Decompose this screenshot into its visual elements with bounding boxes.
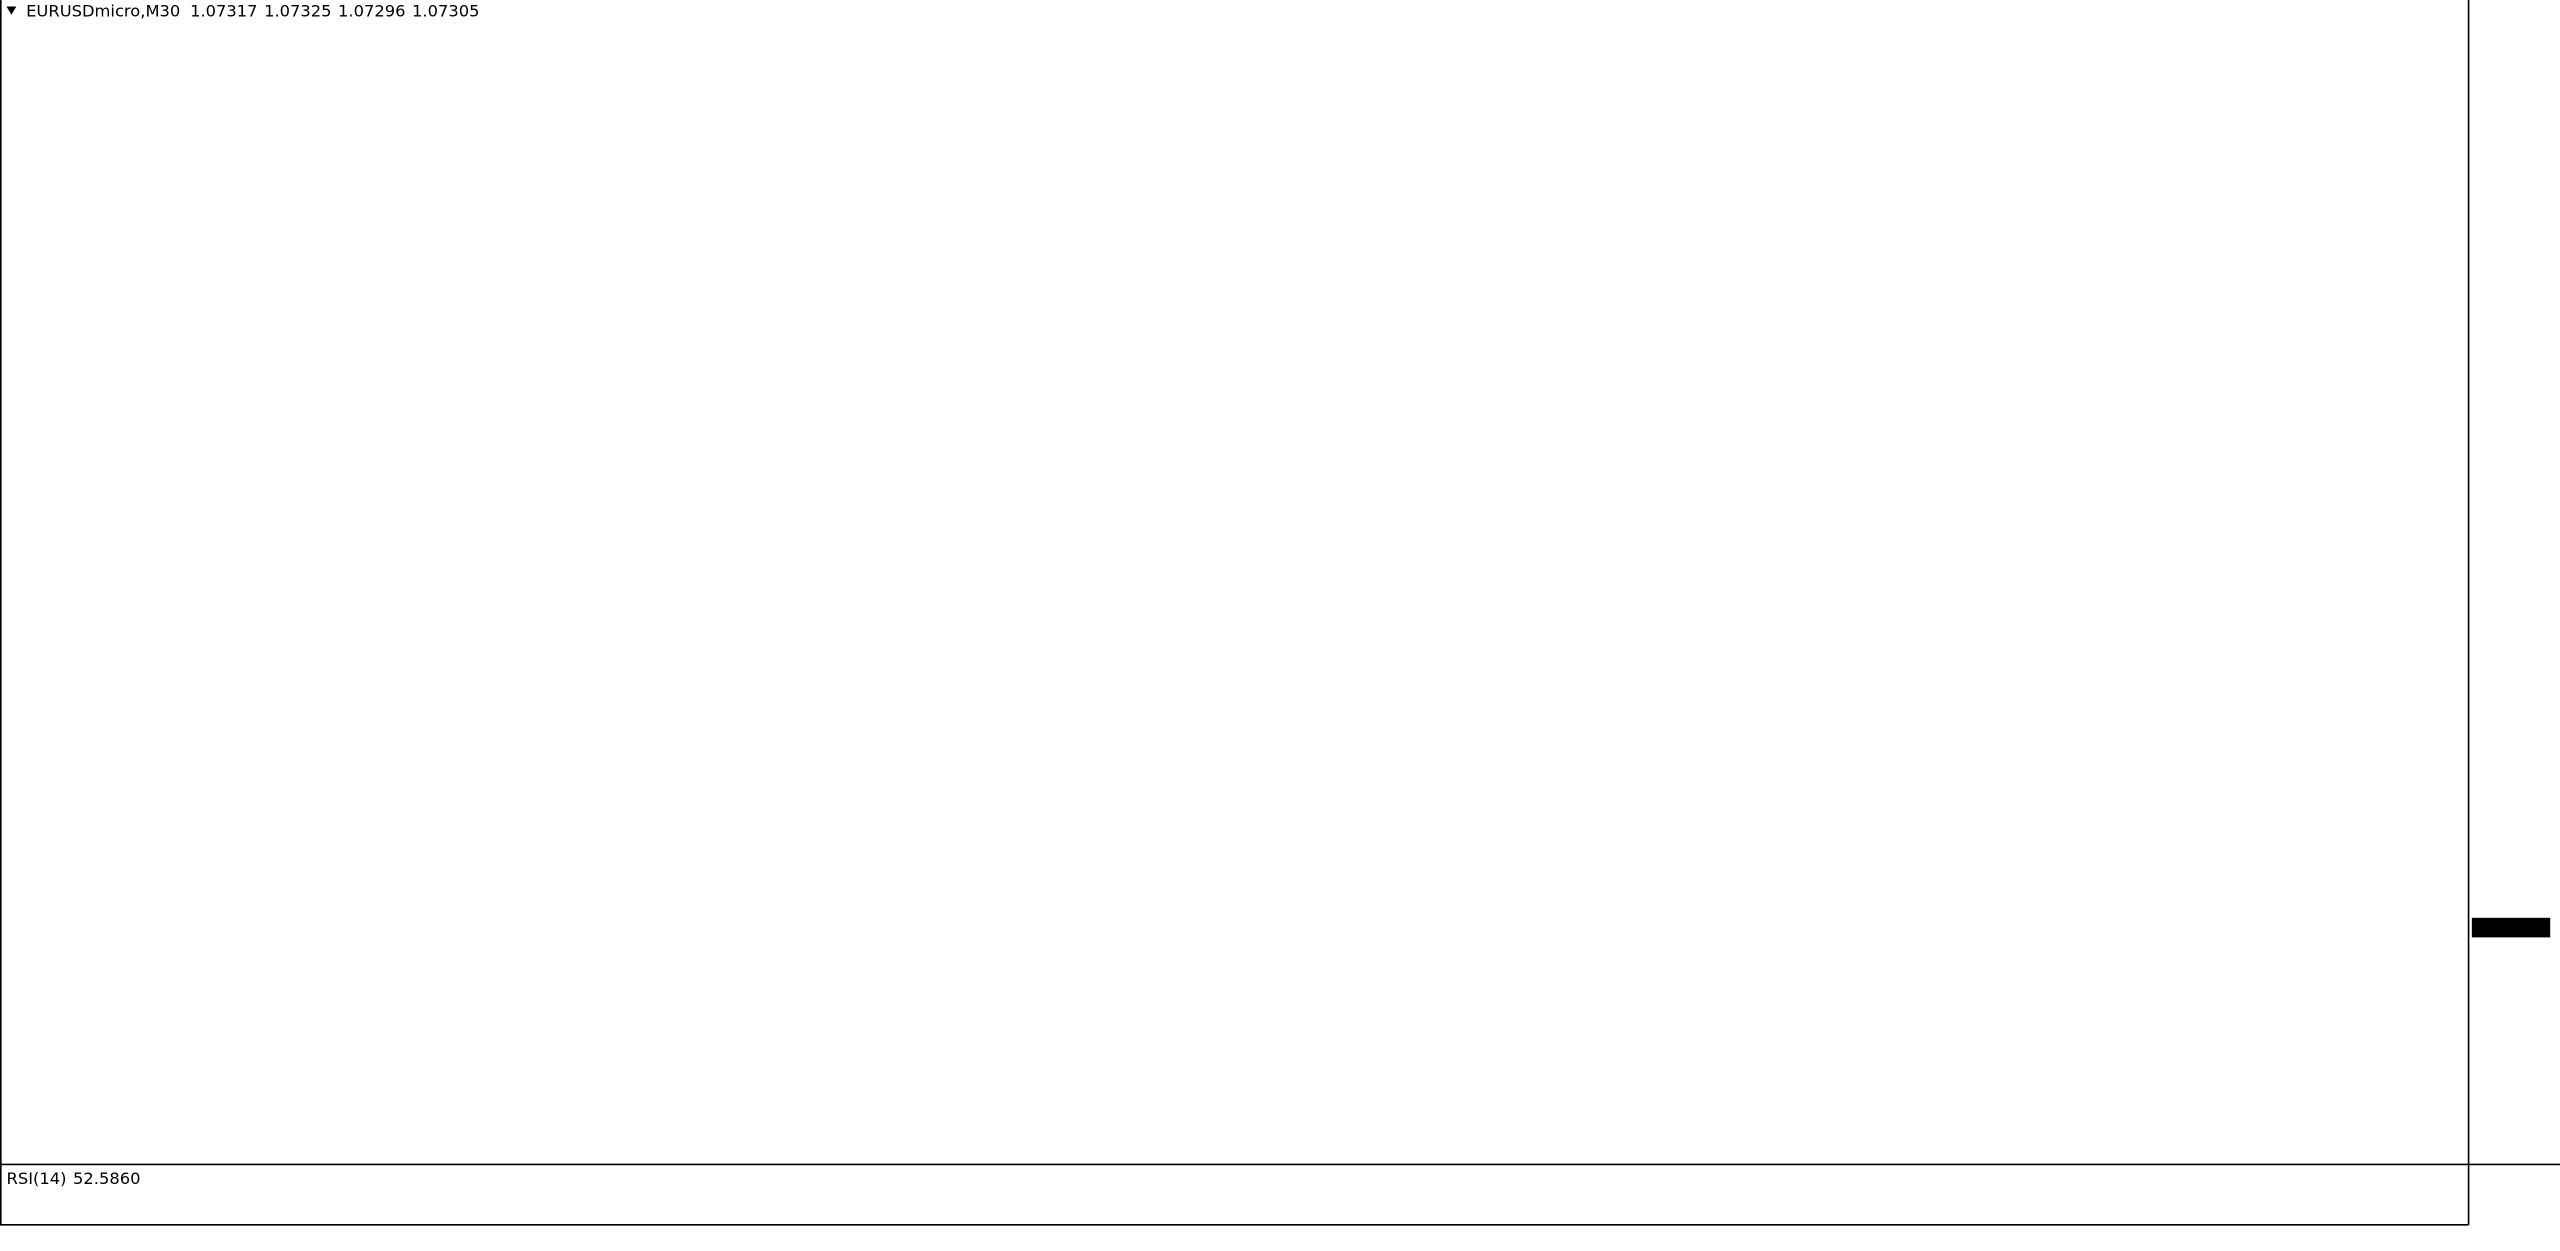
menu-triangle[interactable] xyxy=(6,6,17,15)
chart-header: EURUSDmicro,M30 1.07317 1.07325 1.07296 1.07… xyxy=(26,1,479,20)
rsi-header: RSI(14) 52.5860 xyxy=(7,1169,141,1188)
close: 1.07305 xyxy=(412,1,479,20)
rsi-readout: 52.5860 xyxy=(73,1169,140,1188)
rsi-name: RSI(14) xyxy=(7,1169,67,1188)
text-layer xyxy=(2471,917,2551,938)
low: 1.07296 xyxy=(338,1,405,20)
current-price-box xyxy=(2471,917,2551,938)
high: 1.07325 xyxy=(264,1,331,20)
symbol: EURUSDmicro,M30 xyxy=(26,1,180,20)
open: 1.07317 xyxy=(190,1,257,20)
